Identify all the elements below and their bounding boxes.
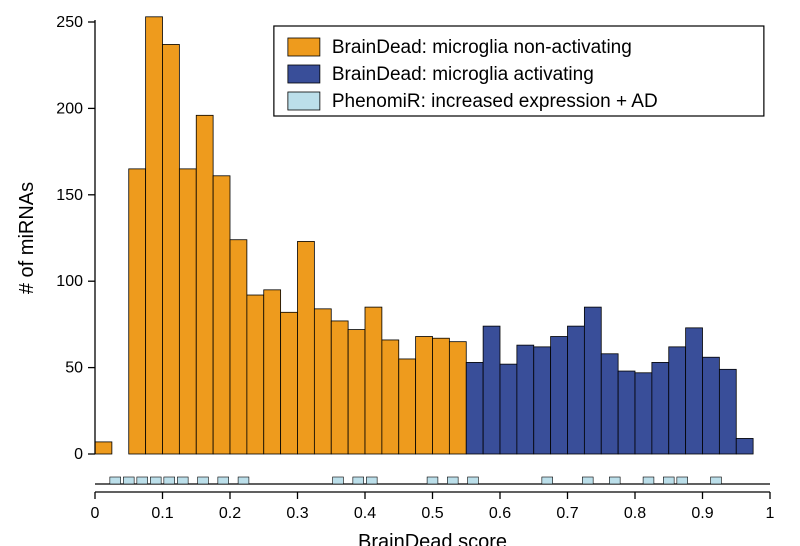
histogram-bar <box>196 115 213 454</box>
legend-label: BrainDead: microglia non-activating <box>332 37 632 58</box>
histogram-bar <box>719 369 736 454</box>
legend-swatch <box>288 38 320 56</box>
histogram-bar <box>382 340 399 454</box>
rug-point <box>110 477 121 484</box>
histogram-bar <box>618 371 635 454</box>
rug-point <box>218 477 229 484</box>
legend-label: BrainDead: microglia activating <box>332 64 594 85</box>
legend-label: PhenomiR: increased expression + AD <box>332 91 658 112</box>
y-tick-label: 0 <box>74 446 83 463</box>
rug-point <box>542 477 553 484</box>
rug-point <box>582 477 593 484</box>
histogram-bar <box>584 307 601 454</box>
histogram-bar <box>669 347 686 454</box>
histogram-bar <box>230 240 247 454</box>
chart-container: 0 50 100 150 200 250 0 0.1 0.2 0.3 0.4 0.5 0.6 0.7 0.8… <box>0 0 800 546</box>
histogram-bar <box>179 169 196 454</box>
rug-point <box>366 477 377 484</box>
histogram-bar <box>534 347 551 454</box>
histogram-bar <box>163 44 180 454</box>
histogram-bar <box>466 362 483 454</box>
histogram-bar <box>500 364 517 454</box>
histogram-bar <box>331 321 348 454</box>
histogram-bar <box>517 345 534 454</box>
histogram-bar <box>281 312 298 454</box>
histogram-bar <box>433 338 450 454</box>
y-tick-label: 200 <box>56 100 83 117</box>
histogram-bar <box>247 295 264 454</box>
rug-point <box>353 477 364 484</box>
x-tick-label: 0.8 <box>624 505 646 522</box>
x-tick-label: 0.3 <box>286 505 308 522</box>
histogram-bar <box>449 342 466 454</box>
histogram-chart: 0 50 100 150 200 250 0 0.1 0.2 0.3 0.4 0.5 0.6 0.7 0.8… <box>0 0 800 546</box>
legend-swatch <box>288 65 320 83</box>
x-tick-label: 0.1 <box>151 505 173 522</box>
x-tick-label: 0.2 <box>219 505 241 522</box>
x-axis-label: BrainDead score <box>358 531 507 546</box>
histogram-bar <box>213 176 230 454</box>
histogram-bar <box>95 442 112 454</box>
x-tick-label: 0.9 <box>691 505 713 522</box>
rug-point <box>427 477 438 484</box>
rug-point <box>711 477 722 484</box>
legend-swatch <box>288 92 320 110</box>
histogram-bar <box>652 362 669 454</box>
histogram-bar <box>551 336 568 454</box>
rug-point <box>663 477 674 484</box>
rug-point <box>468 477 479 484</box>
rug-point <box>333 477 344 484</box>
rug-point <box>643 477 654 484</box>
x-tick-label: 0 <box>91 505 100 522</box>
histogram-bar <box>399 359 416 454</box>
histogram-bar <box>264 290 281 454</box>
y-tick-label: 250 <box>56 14 83 31</box>
rug-point <box>177 477 188 484</box>
y-tick-label: 100 <box>56 273 83 290</box>
rug-point <box>198 477 209 484</box>
y-tick-label: 50 <box>65 360 83 377</box>
x-tick-label: 0.5 <box>421 505 443 522</box>
rug-point <box>609 477 620 484</box>
histogram-bar <box>568 326 585 454</box>
histogram-bar <box>703 357 720 454</box>
histogram-bar <box>314 309 331 454</box>
y-axis-label: # of miRNAs <box>16 182 38 294</box>
histogram-bar <box>129 169 146 454</box>
rug-point <box>137 477 148 484</box>
rug-point <box>447 477 458 484</box>
histogram-bar <box>365 307 382 454</box>
histogram-bar <box>601 354 618 454</box>
y-tick-label: 150 <box>56 187 83 204</box>
histogram-bar <box>736 438 753 454</box>
histogram-bar <box>348 330 365 454</box>
x-tick-label: 0.6 <box>489 505 511 522</box>
histogram-bar <box>635 373 652 454</box>
histogram-bar <box>416 336 433 454</box>
x-tick-label: 0.4 <box>354 505 376 522</box>
x-tick-label: 1 <box>766 505 775 522</box>
x-tick-label: 0.7 <box>556 505 578 522</box>
rug-point <box>677 477 688 484</box>
histogram-bar <box>483 326 500 454</box>
histogram-bar <box>686 328 703 454</box>
rug-point <box>150 477 161 484</box>
rug-point <box>164 477 175 484</box>
histogram-bar <box>146 17 163 454</box>
rug-point <box>123 477 134 484</box>
rug-point <box>238 477 249 484</box>
histogram-bar <box>298 241 315 454</box>
